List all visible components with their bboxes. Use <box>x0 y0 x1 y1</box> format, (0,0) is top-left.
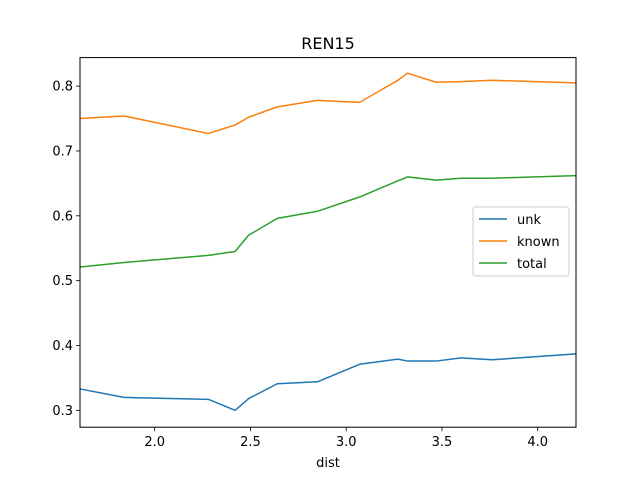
legend-label-total: total <box>517 257 547 272</box>
x-axis-label: dist <box>316 456 340 471</box>
chart-title: REN15 <box>301 34 355 53</box>
x-tick-label: 3.0 <box>336 435 357 450</box>
y-tick-label: 0.8 <box>52 80 73 95</box>
plot-area <box>79 72 577 412</box>
legend: unk known total <box>472 206 570 277</box>
y-tick-label: 0.5 <box>52 274 73 289</box>
series-line-known <box>79 72 577 135</box>
legend-box <box>472 206 570 277</box>
y-tick-label: 0.7 <box>52 144 73 159</box>
y-tick-label: 0.3 <box>52 404 73 419</box>
series-line-unk <box>79 353 577 412</box>
x-tick-label: 4.0 <box>527 435 548 450</box>
series-line-total <box>79 174 577 268</box>
plot-frame <box>79 57 577 428</box>
x-axis: 2.0 2.5 3.0 3.5 4.0 <box>144 427 548 450</box>
x-tick-label: 3.5 <box>432 435 453 450</box>
y-tick-label: 0.6 <box>52 209 73 224</box>
legend-label-known: known <box>517 235 560 250</box>
y-axis: 0.3 0.4 0.5 0.6 0.7 0.8 <box>52 80 80 419</box>
x-tick-label: 2.0 <box>144 435 165 450</box>
legend-label-unk: unk <box>517 213 541 228</box>
x-tick-label: 2.5 <box>240 435 261 450</box>
y-tick-label: 0.4 <box>52 339 73 354</box>
